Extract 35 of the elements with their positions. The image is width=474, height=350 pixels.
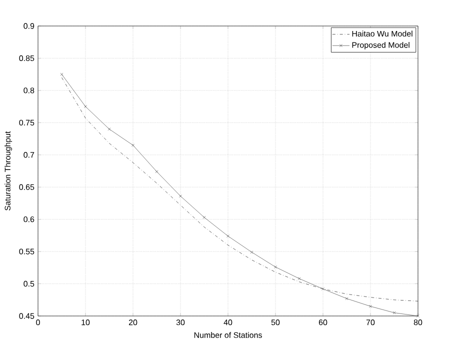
x-tick-label: 20: [128, 320, 138, 326]
y-tick-label: 0.55: [19, 248, 34, 254]
x-tick-label: 0: [36, 320, 40, 326]
point: [202, 216, 206, 219]
x-tick-label: 70: [366, 320, 375, 326]
y-tick-label: 0.8: [24, 88, 34, 94]
y-tick-label: 0.65: [19, 184, 34, 190]
point: [84, 105, 87, 108]
y-tick-label: 0.45: [19, 313, 34, 319]
point: [369, 304, 372, 308]
point: [108, 128, 111, 131]
y-tick-label: 0.9: [24, 23, 34, 29]
x-tick-label: 40: [224, 320, 232, 326]
point: [155, 170, 158, 174]
point: [298, 277, 301, 280]
x-tick-label: 50: [271, 320, 280, 326]
point: [132, 144, 134, 147]
point: [250, 250, 254, 254]
y-tick-label: 0.6: [24, 216, 34, 222]
point: [322, 287, 324, 290]
point: [179, 194, 182, 198]
x-axis-title: Number of Stations: [194, 332, 262, 338]
y-axis-title: Saturation Throughput: [4, 131, 12, 210]
y-tick-label: 0.5: [24, 280, 34, 287]
legend-label: Haitao Wu Model: [352, 30, 412, 37]
x-tick-label: 10: [82, 320, 90, 326]
x-tick-label: 60: [318, 320, 328, 326]
y-tick-label: 0.7: [24, 152, 34, 158]
y-tick-label: 0.75: [19, 120, 34, 126]
legend-label: Proposed Model: [352, 42, 410, 50]
x-tick-label: 30: [176, 320, 185, 326]
y-tick-label: 0.85: [19, 55, 34, 62]
point: [226, 234, 230, 238]
x-tick-label: 80: [414, 320, 422, 326]
point: [345, 297, 348, 300]
